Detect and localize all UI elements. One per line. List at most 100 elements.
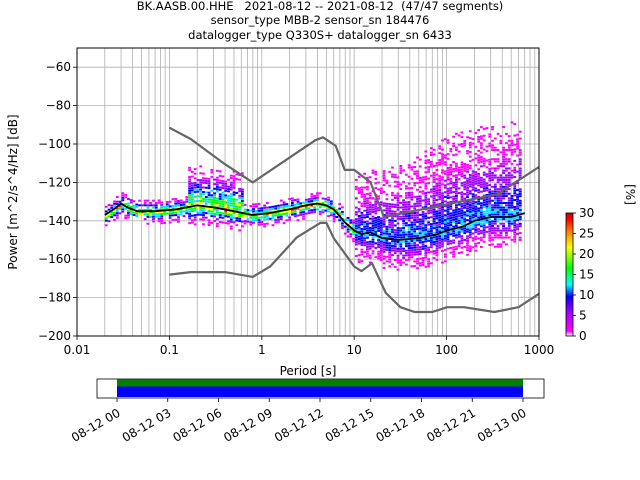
density-cell <box>513 134 517 137</box>
density-cell <box>199 213 203 216</box>
density-cell <box>238 201 242 204</box>
density-cell <box>429 241 433 244</box>
density-cell <box>471 138 475 141</box>
density-cell <box>452 239 456 242</box>
density-cell <box>177 209 180 212</box>
density-cell <box>413 182 417 185</box>
density-cell <box>221 198 225 201</box>
density-cell <box>196 206 200 209</box>
density-cell <box>199 183 203 186</box>
density-cell <box>499 211 503 214</box>
density-cell <box>407 242 411 245</box>
density-cell <box>335 209 339 212</box>
density-cell <box>499 174 503 177</box>
density-cell <box>463 211 467 214</box>
density-cell <box>279 215 283 218</box>
density-cell <box>474 164 478 167</box>
density-cell <box>418 229 422 232</box>
density-cell <box>229 206 233 209</box>
density-cell <box>391 166 394 169</box>
density-cell <box>477 136 481 139</box>
density-cell <box>413 170 417 173</box>
density-cell <box>466 191 469 194</box>
density-cell <box>188 192 191 195</box>
density-cell <box>393 265 397 268</box>
density-cell <box>510 142 514 145</box>
density-cell <box>499 185 503 188</box>
density-cell <box>157 217 161 220</box>
density-cell <box>368 229 372 232</box>
density-cell <box>385 260 389 263</box>
density-cell <box>207 196 211 199</box>
density-cell <box>474 208 478 211</box>
density-cell <box>496 199 500 202</box>
density-cell <box>232 193 236 196</box>
density-cell <box>427 249 430 252</box>
density-cell <box>210 168 214 171</box>
density-cell <box>399 215 403 218</box>
density-cell <box>429 230 433 233</box>
density-cell <box>402 236 405 239</box>
density-cell <box>493 234 497 237</box>
density-cell <box>424 212 428 215</box>
density-cell <box>457 240 461 243</box>
density-cell <box>421 176 425 179</box>
density-cell <box>463 213 467 216</box>
density-cell <box>396 181 400 184</box>
density-cell <box>152 218 155 221</box>
density-cell <box>310 211 314 214</box>
density-cell <box>207 210 211 213</box>
density-cell <box>421 243 425 246</box>
density-cell <box>329 214 333 217</box>
density-cell <box>232 200 236 203</box>
density-cell <box>107 215 111 218</box>
density-cell <box>154 206 158 209</box>
density-cell <box>446 153 450 156</box>
density-cell <box>399 236 403 239</box>
density-cell <box>179 208 183 211</box>
density-cell <box>468 176 472 179</box>
density-cell <box>293 208 297 211</box>
density-cell <box>360 241 364 244</box>
density-cell <box>282 201 286 204</box>
density-cell <box>449 233 453 236</box>
density-cell <box>113 205 116 208</box>
density-cell <box>199 197 203 200</box>
density-cell <box>477 221 481 224</box>
density-cell <box>443 200 447 203</box>
y-axis-label: Power [m^2/s^4/Hz] [dB] <box>6 114 20 269</box>
density-cell <box>441 215 444 218</box>
density-cell <box>421 192 425 195</box>
density-cell <box>507 201 511 204</box>
density-cell <box>507 218 511 221</box>
density-cell <box>393 245 397 248</box>
density-cell <box>455 192 458 195</box>
density-cell <box>507 192 511 195</box>
density-cell <box>496 132 500 135</box>
density-cell <box>382 170 386 173</box>
density-cell <box>466 219 469 222</box>
density-cell <box>418 202 422 205</box>
density-cell <box>160 203 164 206</box>
density-cell <box>493 236 497 239</box>
density-cell <box>435 226 439 229</box>
density-cell <box>404 217 408 220</box>
density-cell <box>407 175 411 178</box>
density-cell <box>477 191 481 194</box>
y-tick-label: −80 <box>46 99 71 113</box>
density-cell <box>491 146 494 149</box>
density-cell <box>446 247 450 250</box>
density-cell <box>227 188 230 191</box>
density-cell <box>349 221 353 224</box>
density-cell <box>452 154 456 157</box>
density-cell <box>352 224 355 227</box>
density-cell <box>407 205 411 208</box>
density-cell <box>115 196 119 199</box>
density-cell <box>218 174 222 177</box>
density-cell <box>399 231 403 234</box>
density-cell <box>496 195 500 198</box>
density-cell <box>235 173 239 176</box>
density-cell <box>485 198 489 201</box>
density-cell <box>368 217 372 220</box>
